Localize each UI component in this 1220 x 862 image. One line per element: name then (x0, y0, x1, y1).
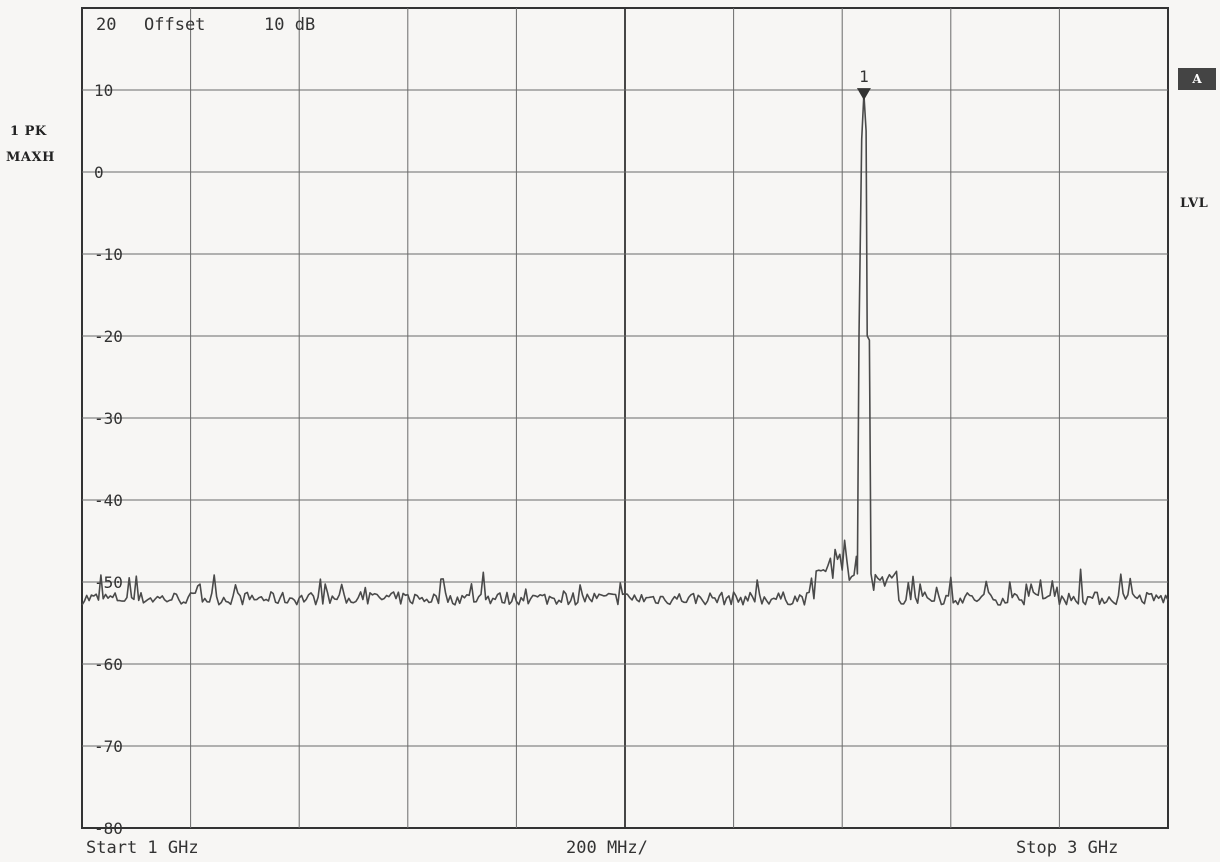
spectrum-trace (81, 93, 1169, 606)
y-tick-label: -70 (94, 737, 123, 756)
trace-mode-label: MAXH (6, 150, 55, 165)
y-tick-label: -80 (94, 819, 123, 838)
y-tick-label: -50 (94, 573, 123, 592)
marker-triangle-icon[interactable] (856, 88, 871, 101)
y-tick-label: 10 (94, 81, 113, 100)
y-tick-label: -60 (94, 655, 123, 674)
span-per-division-label: 200 MHz/ (566, 838, 648, 858)
grid-lines (82, 8, 1168, 828)
y-tick-label: -40 (94, 491, 123, 510)
offset-value: 10 dB (264, 15, 315, 35)
y-tick-label: -10 (94, 245, 123, 264)
marker-label: 1 (859, 67, 869, 86)
detector-label: 1 PK (10, 124, 47, 139)
offset-label: Offset (144, 15, 205, 35)
y-tick-label: -20 (94, 327, 123, 346)
trace-a-badge[interactable]: A (1178, 68, 1216, 90)
start-frequency-label: Start 1 GHz (86, 838, 199, 858)
reference-level-label: 20 (96, 15, 116, 35)
level-label: LVL (1180, 196, 1209, 211)
y-tick-labels: 10 0 -10 -20 -30 -40 -50 -60 -70 -80 (94, 81, 123, 838)
stop-frequency-label: Stop 3 GHz (1016, 838, 1119, 858)
y-tick-label: -30 (94, 409, 123, 428)
y-tick-label: 0 (94, 163, 104, 182)
